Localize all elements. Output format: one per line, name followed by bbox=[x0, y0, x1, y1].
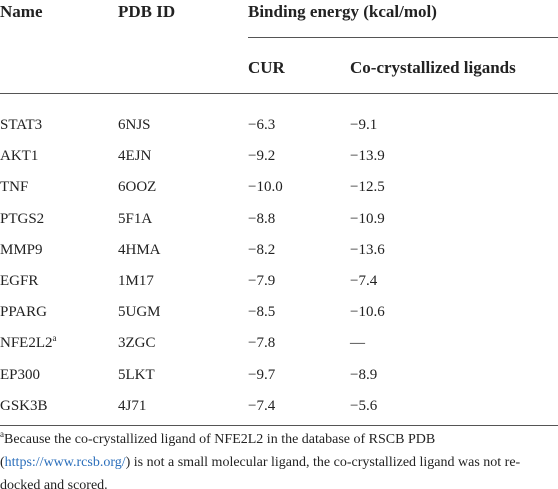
cell-pdb-id: 1M17 bbox=[118, 271, 154, 291]
cell-ligands: −13.6 bbox=[350, 240, 385, 260]
cell-text: 4HMA bbox=[118, 241, 161, 258]
cell-text: NFE2L2 bbox=[0, 335, 53, 352]
cell-ligands: −9.1 bbox=[350, 115, 377, 135]
cell-name: STAT3 bbox=[0, 115, 42, 135]
cell-text: PPARG bbox=[0, 304, 47, 321]
rule bbox=[248, 37, 558, 38]
cell-text: −7.8 bbox=[248, 335, 276, 352]
cell-pdb-id: 4J71 bbox=[118, 396, 146, 416]
cell-cur: −6.3 bbox=[248, 115, 275, 135]
cell-ligands: −12.5 bbox=[350, 177, 385, 197]
header-binding-energy: Binding energy (kcal/mol) bbox=[248, 2, 437, 21]
cell-text: −9.1 bbox=[350, 117, 378, 133]
cell-text: −8.9 bbox=[350, 366, 378, 383]
header-name: Name bbox=[0, 2, 43, 21]
cell-text: −10.6 bbox=[350, 304, 385, 321]
cell-text: 6NJS bbox=[118, 117, 151, 133]
cell-name: EP300 bbox=[0, 365, 40, 385]
cell-text: −7.4 bbox=[248, 397, 276, 414]
cell-ligands: −10.6 bbox=[350, 302, 385, 322]
cell-text: −8.8 bbox=[248, 210, 276, 227]
cell-cur: −8.2 bbox=[248, 240, 275, 260]
header-pdb-id: PDB ID bbox=[118, 2, 176, 21]
cell-text: −7.4 bbox=[350, 273, 378, 289]
cell-text: −10.9 bbox=[350, 210, 385, 227]
cell-pdb-id: 3ZGC bbox=[118, 333, 156, 353]
cell-pdb-id: 6OOZ bbox=[118, 177, 156, 197]
cell-text: 4J71 bbox=[118, 397, 147, 414]
cell-text: 5F1A bbox=[118, 210, 153, 227]
cell-text: −8.2 bbox=[248, 241, 276, 258]
cell-text: −13.9 bbox=[350, 148, 385, 165]
cell-pdb-id: 4HMA bbox=[118, 240, 161, 260]
footnote-marker: a bbox=[0, 429, 4, 439]
cell-ligands: −7.4 bbox=[350, 271, 377, 291]
cell-text: 3ZGC bbox=[118, 335, 156, 352]
cell-cur: −8.8 bbox=[248, 209, 275, 229]
cell-cur: −7.9 bbox=[248, 271, 275, 291]
cell-text: AKT1 bbox=[0, 148, 39, 165]
footnote-marker: a bbox=[52, 333, 57, 344]
cell-ligands: −5.6 bbox=[350, 396, 377, 416]
cell-cur: −9.2 bbox=[248, 146, 275, 166]
cell-ligands: −8.9 bbox=[350, 365, 377, 385]
cell-text: −9.2 bbox=[248, 148, 276, 165]
cell-name: NFE2L2a bbox=[0, 333, 57, 353]
cell-text: EP300 bbox=[0, 366, 41, 383]
cell-text: −6.3 bbox=[248, 117, 276, 133]
cell-name: MMP9 bbox=[0, 240, 43, 260]
cell-pdb-id: 5LKT bbox=[118, 365, 155, 385]
header-ligands: Co-crystallized ligands bbox=[350, 58, 516, 77]
cell-text: EGFR bbox=[0, 273, 39, 289]
cell-text: −13.6 bbox=[350, 241, 385, 258]
cell-cur: −9.7 bbox=[248, 365, 275, 385]
cell-ligands: — bbox=[350, 333, 365, 353]
cell-pdb-id: 4EJN bbox=[118, 146, 151, 166]
cell-text: GSK3B bbox=[0, 397, 48, 414]
footnote-text: Because the co-crystallized ligand of NF… bbox=[0, 432, 436, 470]
cell-text: −7.9 bbox=[248, 273, 276, 289]
cell-cur: −10.0 bbox=[248, 177, 283, 197]
cell-text: 5LKT bbox=[118, 366, 155, 383]
footnote-text: ) is not a small molecular ligand, the c… bbox=[0, 455, 521, 489]
cell-text: 1M17 bbox=[118, 273, 154, 289]
cell-name: GSK3B bbox=[0, 396, 48, 416]
cell-text: 4EJN bbox=[118, 148, 152, 165]
cell-text: −5.6 bbox=[350, 397, 378, 414]
cell-pdb-id: 6NJS bbox=[118, 115, 151, 135]
footnote: aBecause the co-crystallized ligand of N… bbox=[0, 428, 556, 489]
cell-text: 6OOZ bbox=[118, 179, 157, 196]
cell-name: PTGS2 bbox=[0, 209, 44, 229]
rule bbox=[0, 425, 558, 426]
footnote-link[interactable]: https://www.rcsb.org/ bbox=[4, 455, 126, 470]
cell-text: −8.5 bbox=[248, 304, 276, 321]
cell-pdb-id: 5UGM bbox=[118, 302, 161, 322]
cell-cur: −7.8 bbox=[248, 333, 275, 353]
cell-text: PTGS2 bbox=[0, 210, 45, 227]
cell-text: −12.5 bbox=[350, 179, 385, 196]
cell-name: PPARG bbox=[0, 302, 47, 322]
cell-text: — bbox=[350, 335, 365, 352]
cell-text: TNF bbox=[0, 179, 29, 196]
cell-pdb-id: 5F1A bbox=[118, 209, 152, 229]
cell-text: MMP9 bbox=[0, 241, 43, 258]
rule bbox=[0, 93, 558, 94]
cell-cur: −8.5 bbox=[248, 302, 275, 322]
cell-name: EGFR bbox=[0, 271, 38, 291]
cell-text: 5UGM bbox=[118, 304, 161, 321]
cell-text: −10.0 bbox=[248, 179, 283, 196]
cell-ligands: −13.9 bbox=[350, 146, 385, 166]
cell-name: TNF bbox=[0, 177, 28, 197]
cell-cur: −7.4 bbox=[248, 396, 275, 416]
cell-text: −9.7 bbox=[248, 366, 276, 383]
cell-ligands: −10.9 bbox=[350, 209, 385, 229]
header-cur: CUR bbox=[248, 58, 285, 77]
cell-name: AKT1 bbox=[0, 146, 38, 166]
cell-text: STAT3 bbox=[0, 117, 43, 133]
